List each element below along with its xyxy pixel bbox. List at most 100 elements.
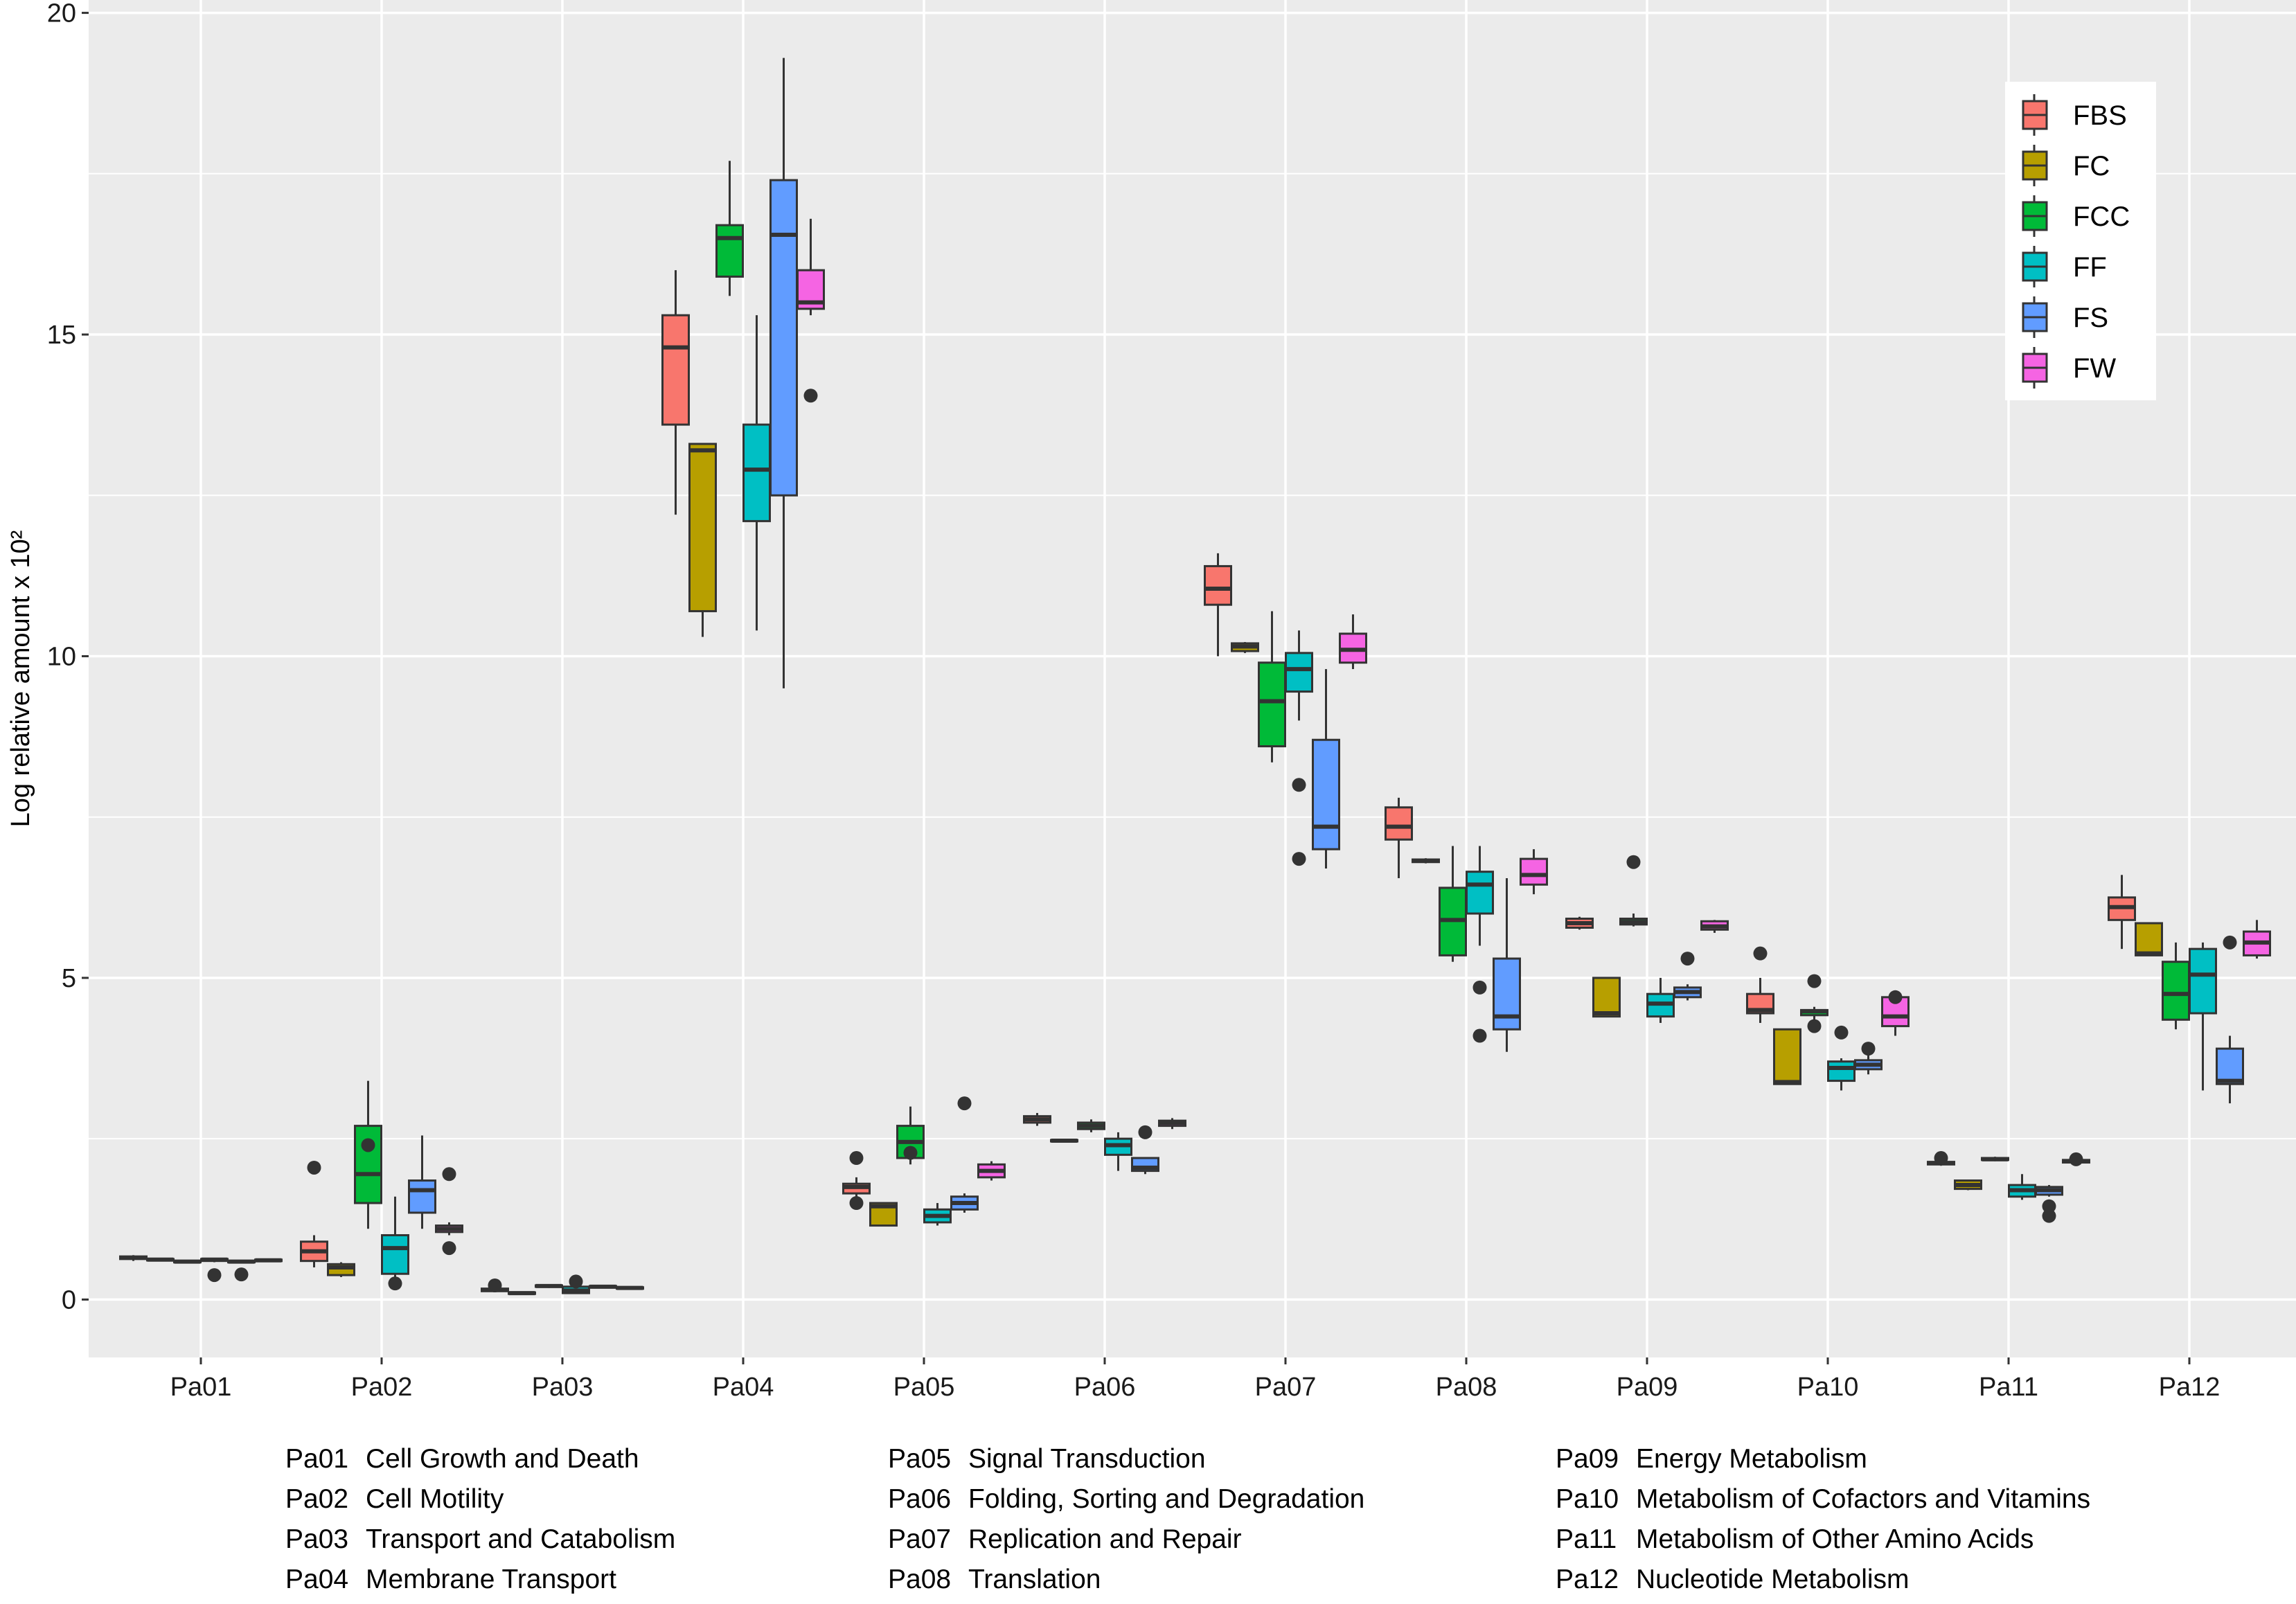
pathway-legend-row-pa03: Pa03 Transport and Catabolism <box>285 1520 675 1560</box>
box-pa07-fcc <box>1258 611 1286 763</box>
outlier-point <box>207 1268 222 1283</box>
outlier-point <box>803 389 818 403</box>
box-pa03-fbs <box>481 1278 509 1292</box>
pathway-legend-row-pa07: Pa07 Replication and Repair <box>888 1520 1364 1560</box>
box-pa04-fc <box>688 443 717 637</box>
outlier-point <box>2042 1199 2056 1213</box>
outlier-point <box>442 1241 456 1256</box>
pathway-name: Replication and Repair <box>968 1524 1242 1554</box>
category-group-pa02 <box>300 1080 463 1291</box>
pathway-code: Pa04 <box>285 1565 349 1594</box>
pathway-name: Cell Motility <box>366 1484 504 1514</box>
pathway-legend: Pa01 Cell Growth and Death Pa02 Cell Motili… <box>0 1439 2296 1598</box>
box-pa04-fw <box>797 218 825 403</box>
x-tick-label: Pa03 <box>532 1373 594 1402</box>
pathway-legend-row-pa11: Pa11 Metabolism of Other Amino Acids <box>1556 1520 2090 1560</box>
outlier-point <box>234 1267 249 1282</box>
pathway-code: Pa03 <box>285 1524 349 1554</box>
plot-panel <box>89 0 2296 1357</box>
outlier-point <box>2069 1152 2083 1166</box>
box-iqr <box>688 443 717 612</box>
box-iqr <box>1385 806 1413 841</box>
box-pa06-fcc <box>1077 1119 1105 1132</box>
x-tick-label: Pa01 <box>170 1373 232 1402</box>
legend-item-ff: FF <box>2022 246 2107 287</box>
pathway-name: Transport and Catabolism <box>366 1524 676 1554</box>
legend-item-fs: FS <box>2022 296 2108 338</box>
outlier-point <box>1680 952 1695 966</box>
box-pa07-ff <box>1285 630 1313 866</box>
y-tick-label: 10 <box>47 642 76 671</box>
pathway-name: Signal Transduction <box>968 1444 1206 1474</box>
outlier-point <box>1888 990 1903 1004</box>
box-pa08-fc <box>1412 858 1440 864</box>
pathway-code: Pa01 <box>285 1444 349 1474</box>
x-tick-label: Pa11 <box>1979 1373 2038 1402</box>
box-pa11-fcc <box>1981 1157 2009 1161</box>
outlier-point <box>1753 946 1768 961</box>
box-iqr <box>769 179 798 497</box>
pathway-code: Pa12 <box>1556 1565 1619 1594</box>
y-axis: 0 5 10 15 20 <box>47 0 89 1315</box>
box-pa04-fs <box>769 57 798 688</box>
box-pa04-fbs <box>661 270 690 515</box>
x-tick-label: Pa04 <box>713 1373 774 1402</box>
x-tick-label: Pa12 <box>2159 1373 2221 1402</box>
box-pa02-fcc <box>354 1080 382 1229</box>
outlier-point <box>957 1096 972 1111</box>
pathway-code: Pa02 <box>285 1484 349 1514</box>
box-pa01-fbs <box>119 1255 148 1261</box>
box-pa11-fc <box>1954 1179 1982 1191</box>
box-pa05-fs <box>950 1096 979 1213</box>
box-pa03-fw <box>616 1285 644 1290</box>
box-pa08-fs <box>1493 877 1521 1052</box>
pathway-legend-row-pa05: Pa05 Signal Transduction <box>888 1439 1364 1479</box>
legend-label: FCC <box>2073 202 2130 232</box>
outlier-point <box>569 1274 583 1289</box>
x-tick-label: Pa09 <box>1617 1373 1678 1402</box>
pathway-name: Metabolism of Cofactors and Vitamins <box>1636 1484 2091 1514</box>
outlier-point <box>903 1146 918 1160</box>
box-pa08-fcc <box>1439 846 1467 962</box>
box-iqr <box>1258 661 1286 748</box>
box-pa12-fbs <box>2108 875 2136 950</box>
box-pa06-fw <box>1158 1118 1186 1130</box>
legend-label: FW <box>2073 353 2116 384</box>
x-axis: Pa01 Pa02 Pa03 Pa04 Pa05 Pa06 Pa07 Pa08 Pa09 Pa10… <box>170 1357 2221 1402</box>
box-pa01-fw <box>254 1258 283 1263</box>
box-pa05-fbs <box>842 1151 871 1211</box>
pathway-legend-row-pa09: Pa09 Energy Metabolism <box>1556 1439 2090 1479</box>
pathway-code: Pa08 <box>888 1565 952 1594</box>
outlier-point <box>1807 1019 1822 1033</box>
box-pa10-fw <box>1881 990 1910 1036</box>
box-iqr <box>742 423 771 522</box>
outlier-point <box>488 1278 502 1292</box>
pathway-legend-row-pa12: Pa12 Nucleotide Metabolism <box>1556 1560 2090 1600</box>
pathway-legend-column-3: Pa09 Energy Metabolism Pa10 Metabolism of C… <box>1556 1439 2090 1600</box>
box-pa07-fw <box>1339 614 1367 670</box>
box-iqr <box>381 1234 409 1275</box>
box-iqr <box>2216 1047 2244 1085</box>
outlier-point <box>1834 1025 1849 1040</box>
pathway-code: Pa09 <box>1556 1444 1619 1474</box>
x-tick-label: Pa05 <box>893 1373 955 1402</box>
box-pa11-fw <box>2062 1152 2090 1166</box>
pathway-legend-row-pa02: Pa02 Cell Motility <box>285 1479 675 1520</box>
category-group-pa07 <box>1204 553 1367 869</box>
category-group-pa11 <box>1927 1151 2090 1223</box>
y-tick-label: 0 <box>62 1285 76 1315</box>
box-iqr <box>715 224 744 278</box>
box-iqr <box>1773 1028 1801 1085</box>
box-pa06-fs <box>1131 1125 1159 1175</box>
box-pa10-fc <box>1773 1028 1801 1085</box>
box-pa02-fc <box>327 1262 355 1277</box>
box-iqr <box>1204 564 1232 606</box>
outlier-point <box>388 1276 402 1291</box>
box-pa03-ff <box>562 1274 590 1294</box>
box-iqr <box>1466 871 1494 915</box>
box-iqr <box>1520 857 1548 886</box>
box-pa02-fbs <box>300 1160 328 1267</box>
box-pa12-fc <box>2135 922 2163 956</box>
box-pa11-fs <box>2035 1185 2063 1223</box>
box-pa09-fs <box>1673 952 1702 1001</box>
